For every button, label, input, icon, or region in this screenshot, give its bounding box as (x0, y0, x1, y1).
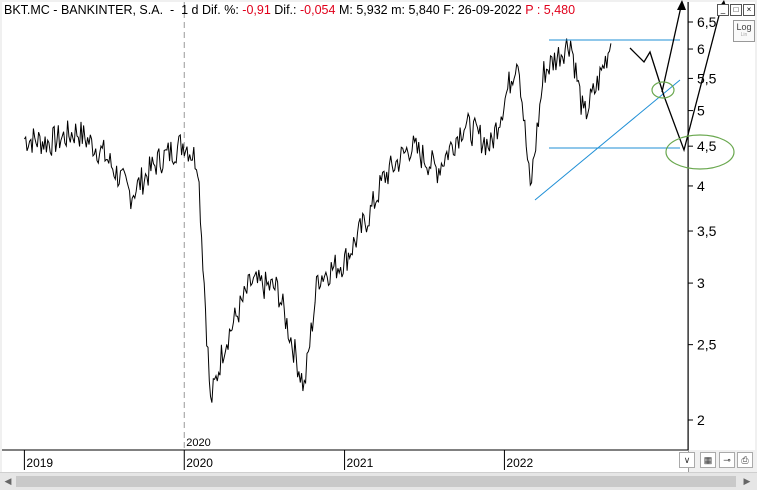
date-label: F: (443, 3, 455, 17)
print-icon[interactable]: ⎙ (737, 452, 753, 468)
projection-path (629, 3, 723, 153)
min-label: m: (391, 3, 405, 17)
y-tick-label: 5,5 (697, 70, 717, 86)
y-tick-label: 6,5 (697, 14, 717, 30)
date-value: 26-09-2022 (457, 3, 522, 17)
scrollbar-thumb[interactable] (16, 476, 736, 487)
projection-arrow-up (661, 1, 683, 93)
y-tick-label: 2,5 (697, 337, 717, 353)
close-button[interactable]: × (743, 4, 755, 16)
interval-label: 1 d (181, 3, 199, 17)
y-tick-label: 4,5 (697, 138, 717, 154)
dif-value: -0,054 (300, 3, 336, 17)
max-value: 5,932 (356, 3, 388, 17)
save-icon[interactable]: ▦ (700, 452, 716, 468)
price-value: 5,480 (543, 3, 576, 17)
x-tick-label: 2020 (186, 456, 213, 470)
log-scale-label: Log (736, 22, 752, 32)
y-tick-label: 3,5 (697, 223, 717, 239)
y-tick-label: 2 (697, 412, 705, 428)
log-scale-toggle[interactable]: Log Lin (733, 20, 755, 42)
y-tick-label: 3 (697, 275, 705, 291)
maximize-button[interactable]: □ (730, 4, 742, 16)
chevron-down-icon[interactable]: ∨ (679, 452, 695, 468)
scroll-right-icon[interactable]: ▶ (743, 476, 751, 486)
target-ellipse-large (665, 134, 735, 170)
max-label: M: (338, 3, 353, 17)
scroll-left-icon[interactable]: ◀ (4, 476, 12, 486)
dif-pct-value: -0,91 (242, 3, 271, 17)
y-tick-label: 6 (697, 41, 705, 57)
x-tick-label: 2019 (26, 456, 53, 470)
plot-area[interactable] (2, 2, 689, 472)
min-value: 5,840 (408, 3, 440, 17)
x-tick-label: 2021 (347, 456, 374, 470)
chart-header: BKT.MC - BANKINTER, S.A. - 1 d Dif. %: -… (4, 3, 576, 17)
y-tick-label: 5 (697, 103, 705, 119)
lin-scale-label: Lin (740, 32, 748, 38)
y-tick-label: 4 (697, 178, 705, 194)
horizontal-scrollbar[interactable]: ◀ ▶ (0, 472, 757, 490)
rising-trendline (534, 79, 681, 201)
price-axis-area (689, 2, 755, 450)
price-series-line (23, 38, 612, 403)
price-label: P : (525, 3, 541, 17)
year-marker-label: 2020 (186, 437, 210, 449)
ticker-label: BKT.MC - BANKINTER, S.A. (4, 3, 164, 17)
dif-pct-label: Dif. %: (202, 3, 239, 17)
pin-icon[interactable]: ⊸ (719, 452, 735, 468)
dif-label: Dif.: (274, 3, 297, 17)
minimize-button[interactable]: _ (717, 4, 729, 16)
arrowhead-icon (677, 0, 686, 10)
x-tick-label: 2022 (506, 456, 533, 470)
target-ellipse-small (651, 81, 675, 99)
